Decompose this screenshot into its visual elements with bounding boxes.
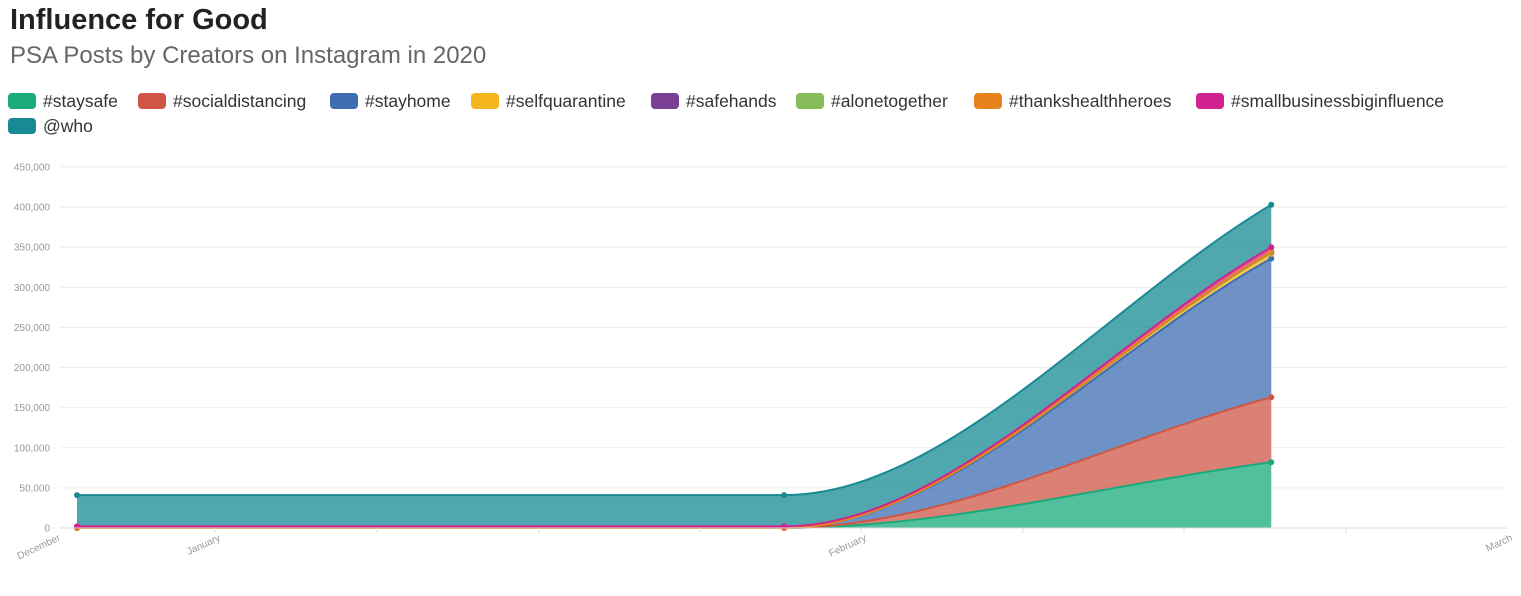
legend-item[interactable]: #thankshealthheroes <box>974 90 1171 112</box>
area-series <box>77 204 1272 529</box>
x-tick-label: January <box>185 533 222 558</box>
legend-item[interactable]: #alonetogether <box>796 90 948 112</box>
area-staysafe[interactable] <box>77 462 1272 528</box>
legend-swatch <box>651 93 679 109</box>
y-tick-label: 400,000 <box>14 203 51 214</box>
data-point[interactable] <box>1268 459 1275 466</box>
y-tick-label: 150,000 <box>14 403 51 414</box>
chart-subtitle: PSA Posts by Creators on Instagram in 20… <box>10 42 487 69</box>
x-tick-label: March <box>1484 533 1514 555</box>
legend-swatch <box>330 93 358 109</box>
area-who[interactable] <box>77 204 1272 527</box>
data-point[interactable] <box>1268 244 1275 251</box>
legend-label: #stayhome <box>365 90 451 111</box>
legend-swatch <box>471 93 499 109</box>
y-tick-label: 450,000 <box>14 163 51 174</box>
legend-label: #selfquarantine <box>506 90 626 111</box>
y-tick-label: 200,000 <box>14 363 51 374</box>
legend-label: #safehands <box>686 90 777 111</box>
legend-label: #thankshealthheroes <box>1009 90 1172 111</box>
legend-item[interactable]: @who <box>8 115 93 137</box>
y-tick-label: 250,000 <box>14 323 51 334</box>
y-tick-label: 300,000 <box>14 283 51 294</box>
y-tick-label: 50,000 <box>19 483 50 494</box>
data-point[interactable] <box>1268 248 1275 255</box>
legend-swatch <box>796 93 824 109</box>
data-point[interactable] <box>74 492 80 499</box>
legend-item[interactable]: #socialdistancing <box>138 90 306 112</box>
x-tick-label: December <box>16 532 63 562</box>
legend-label: @who <box>43 115 93 136</box>
legend-swatch <box>974 93 1002 109</box>
legend-item[interactable]: #smallbusinessbiginfluence <box>1196 90 1444 112</box>
x-axis: December January February March <box>16 527 1514 562</box>
chart-title: Influence for Good <box>10 4 268 36</box>
legend-item[interactable]: #stayhome <box>330 90 451 112</box>
grid-lines <box>60 166 1507 529</box>
legend-label: #socialdistancing <box>173 90 307 111</box>
data-point[interactable] <box>1268 201 1275 208</box>
legend-label: #staysafe <box>43 90 118 111</box>
legend-swatch <box>8 93 36 109</box>
y-axis-ticks: 0 50,000 100,000 150,000 200,000 250,000 300,0… <box>14 163 51 535</box>
data-point[interactable] <box>781 492 788 499</box>
y-tick-label: 100,000 <box>14 443 51 454</box>
legend-swatch <box>1196 93 1224 109</box>
data-point[interactable] <box>1268 255 1275 262</box>
data-point[interactable] <box>1268 394 1275 401</box>
legend-swatch <box>8 118 36 134</box>
legend-swatch <box>138 93 166 109</box>
legend-label: #smallbusinessbiginfluence <box>1231 90 1445 111</box>
x-tick-label: February <box>827 533 868 560</box>
y-tick-label: 350,000 <box>14 243 51 254</box>
legend-item[interactable]: #safehands <box>651 90 777 112</box>
y-tick-label: 0 <box>44 524 50 535</box>
legend-item[interactable]: #selfquarantine <box>471 90 626 112</box>
legend-item[interactable]: #staysafe <box>8 90 118 112</box>
legend-label: #alonetogether <box>831 90 948 111</box>
